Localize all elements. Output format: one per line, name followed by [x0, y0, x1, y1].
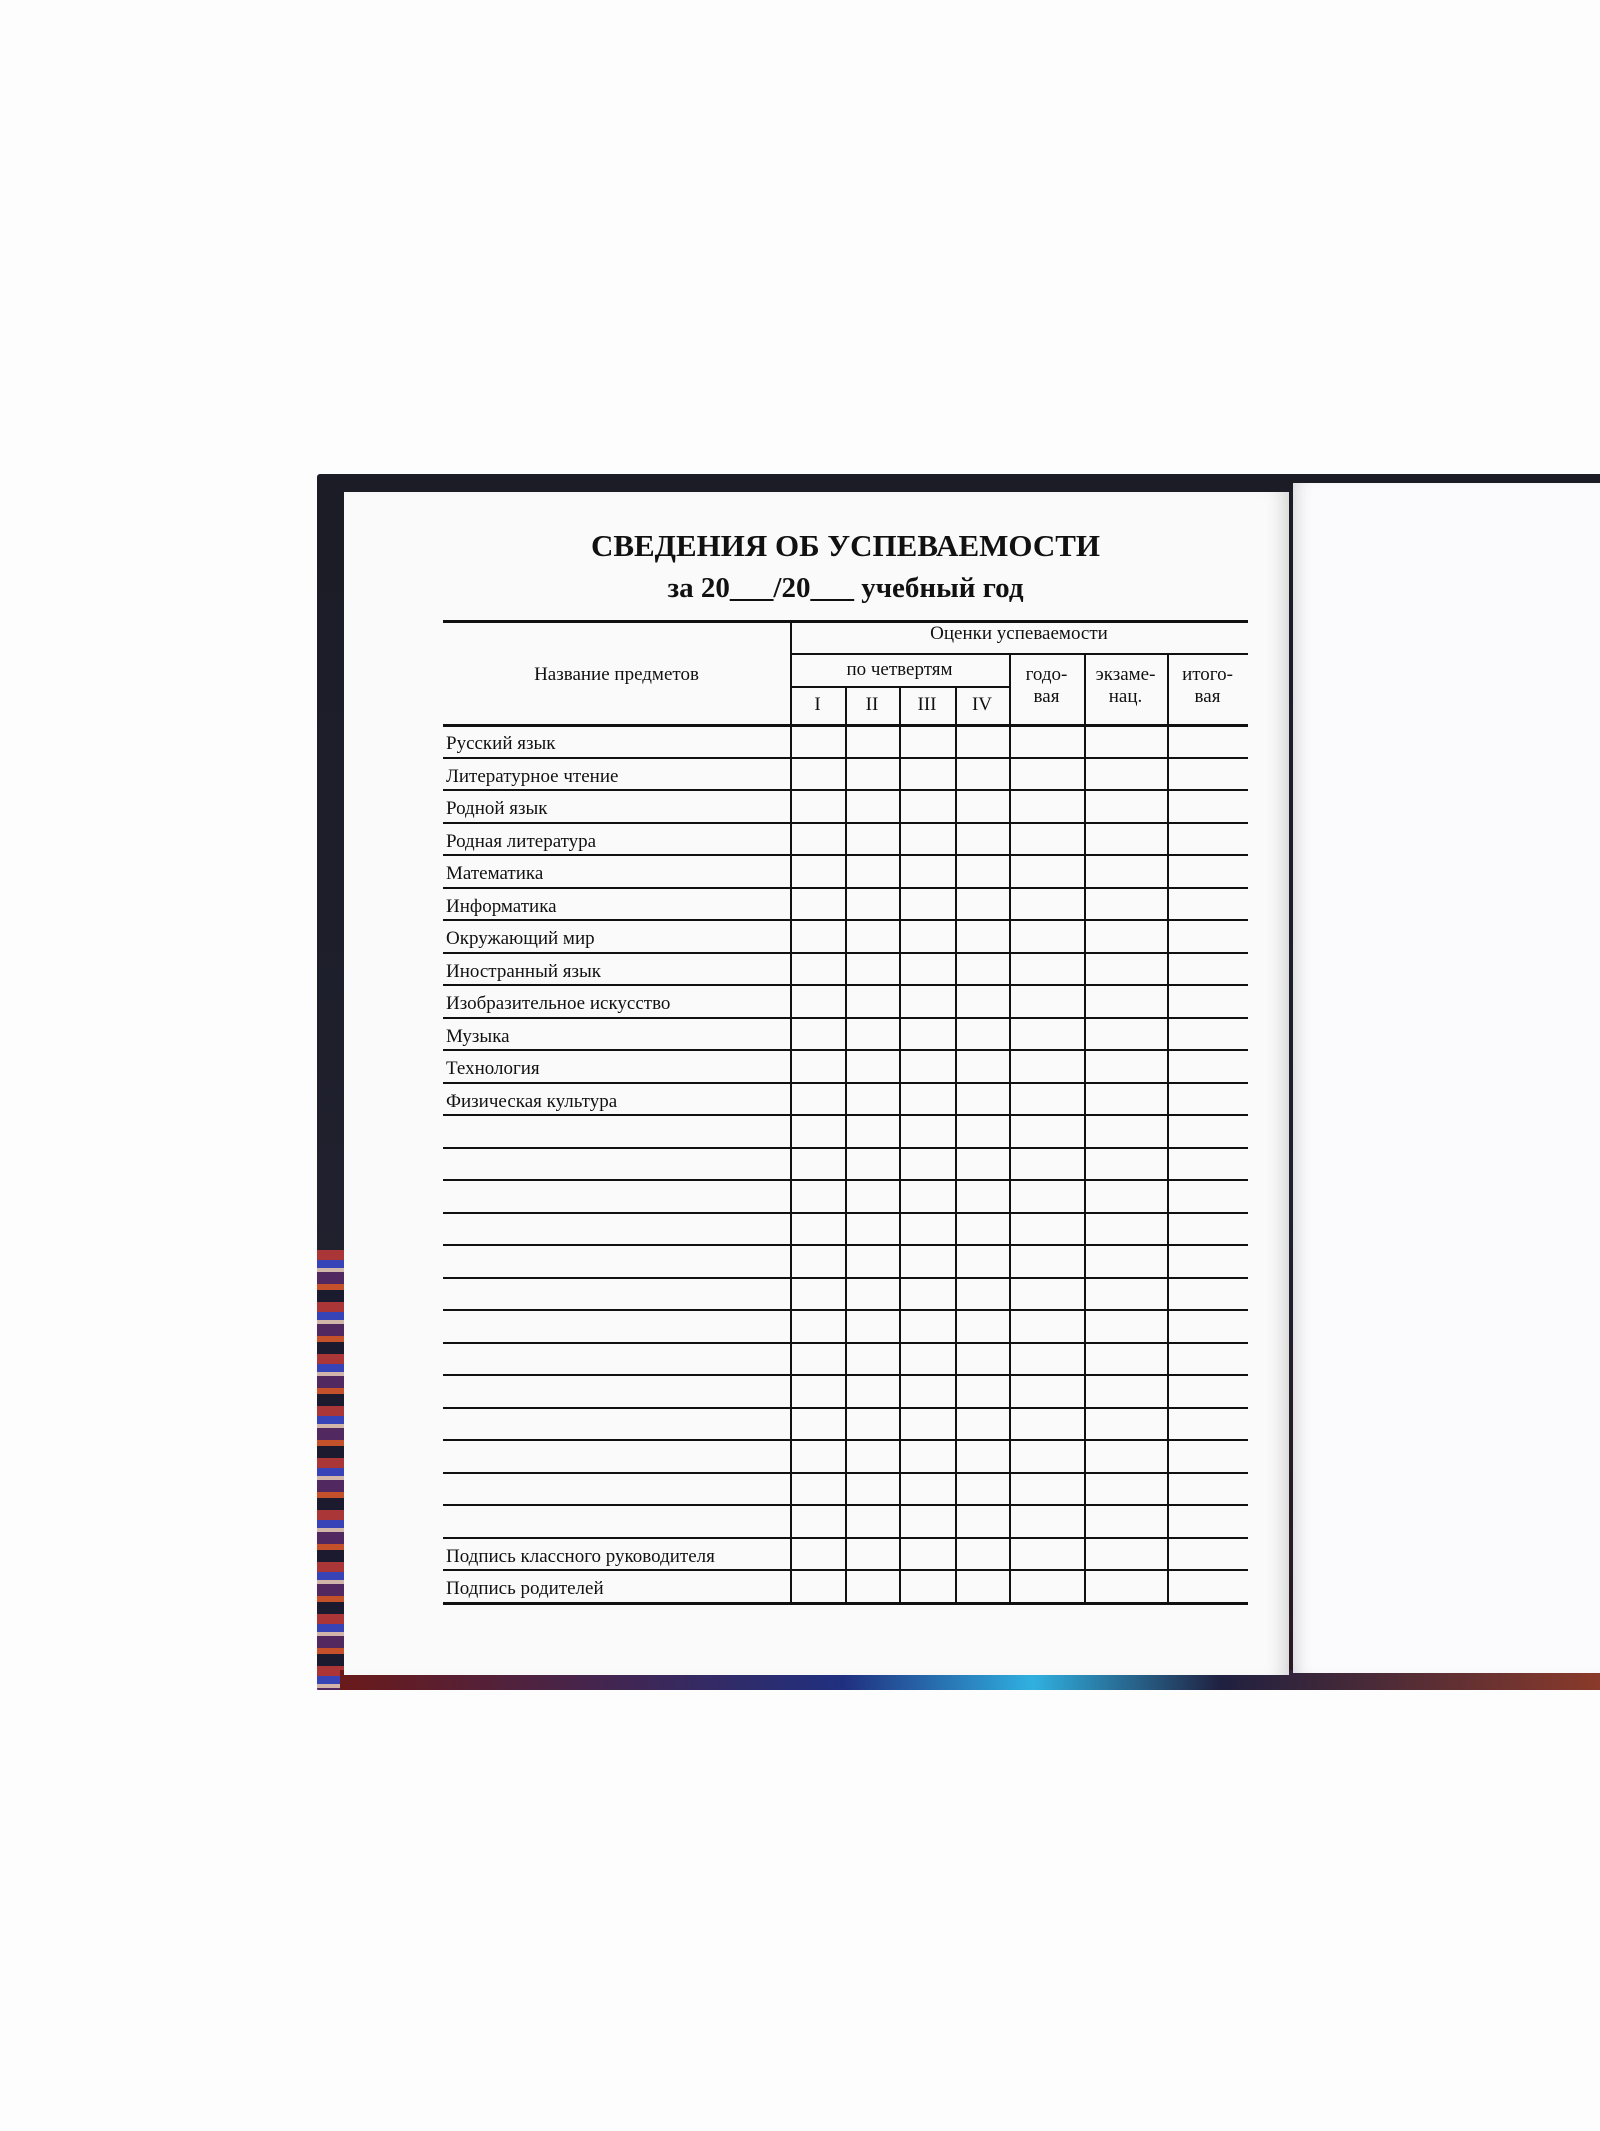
row-rule: [443, 1114, 1248, 1116]
header-quarters: по четвертям: [846, 659, 953, 680]
row-rule: [443, 1374, 1248, 1376]
row-rule: [443, 756, 1248, 759]
page-subtitle: за 20___/20___ учебный год: [667, 572, 1024, 604]
header-grades: Оценки успеваемости: [930, 623, 1108, 644]
subject-name: Физическая культура: [446, 1090, 618, 1112]
row-rule: [443, 919, 1248, 921]
header-exam: экзаме- нац.: [1095, 664, 1156, 707]
row-rule: [443, 1179, 1248, 1181]
row-rule: [443, 1016, 1248, 1019]
subject-name: Музыка: [446, 1025, 510, 1047]
cover-pattern: [317, 1250, 347, 1690]
row-rule: [443, 1276, 1248, 1279]
subject-name: Математика: [446, 863, 544, 884]
left-page: [344, 492, 1289, 1675]
table-top-rule: [443, 620, 1248, 623]
column-divider: [1167, 653, 1169, 1603]
row-rule: [443, 1439, 1248, 1441]
subject-name: Русский язык: [446, 733, 556, 754]
row-rule: [443, 1601, 1248, 1605]
column-divider: [899, 686, 901, 1603]
subject-name: Окружающий мир: [446, 928, 595, 949]
row-rule: [443, 1211, 1248, 1214]
row-rule: [443, 789, 1248, 791]
column-divider: [1084, 653, 1086, 1603]
row-rule: [443, 1569, 1248, 1571]
page-title: СВЕДЕНИЯ ОБ УСПЕВАЕМОСТИ: [590, 528, 1101, 563]
column-divider: [790, 620, 792, 1603]
subject-name: Изобразительное искусство: [446, 993, 671, 1014]
right-page: [1293, 483, 1600, 1673]
row-rule: [443, 854, 1248, 856]
row-rule: [443, 886, 1248, 889]
row-rule: [443, 1504, 1248, 1506]
signature-label: Подпись классного руководителя: [446, 1545, 715, 1567]
row-rule: [443, 1049, 1248, 1051]
subject-name: Иностранный язык: [446, 960, 602, 982]
header-final: итого- вая: [1182, 664, 1233, 707]
header-quarter-4: IV: [971, 694, 993, 715]
row-rule: [443, 1146, 1248, 1149]
row-rule: [443, 1244, 1248, 1246]
cover-edge: [340, 1670, 1600, 1690]
header-quarter-3: III: [917, 694, 937, 715]
row-rule: [443, 951, 1248, 954]
header-quarter-2: II: [865, 694, 879, 715]
column-divider: [955, 686, 957, 1603]
row-rule: [443, 1081, 1248, 1084]
subject-name: Родной язык: [446, 798, 548, 819]
row-rule: [443, 1536, 1248, 1539]
subject-name: Родная литература: [446, 830, 597, 852]
column-divider: [1009, 653, 1011, 1603]
header-subject: Название предметов: [534, 664, 699, 685]
signature-label: Подпись родителей: [446, 1578, 604, 1599]
row-rule: [443, 1471, 1248, 1474]
header-quarter-1: I: [814, 694, 821, 715]
header-rule: [790, 653, 1248, 655]
column-divider: [845, 686, 847, 1603]
subject-name: Технология: [446, 1058, 540, 1079]
row-rule: [443, 1406, 1248, 1409]
subject-name: Информатика: [446, 895, 557, 917]
row-rule: [443, 984, 1248, 986]
header-annual: годо- вая: [1025, 664, 1068, 707]
row-rule: [443, 1341, 1248, 1344]
row-rule: [443, 821, 1248, 824]
subject-name: Литературное чтение: [446, 765, 619, 787]
row-rule: [443, 1309, 1248, 1311]
